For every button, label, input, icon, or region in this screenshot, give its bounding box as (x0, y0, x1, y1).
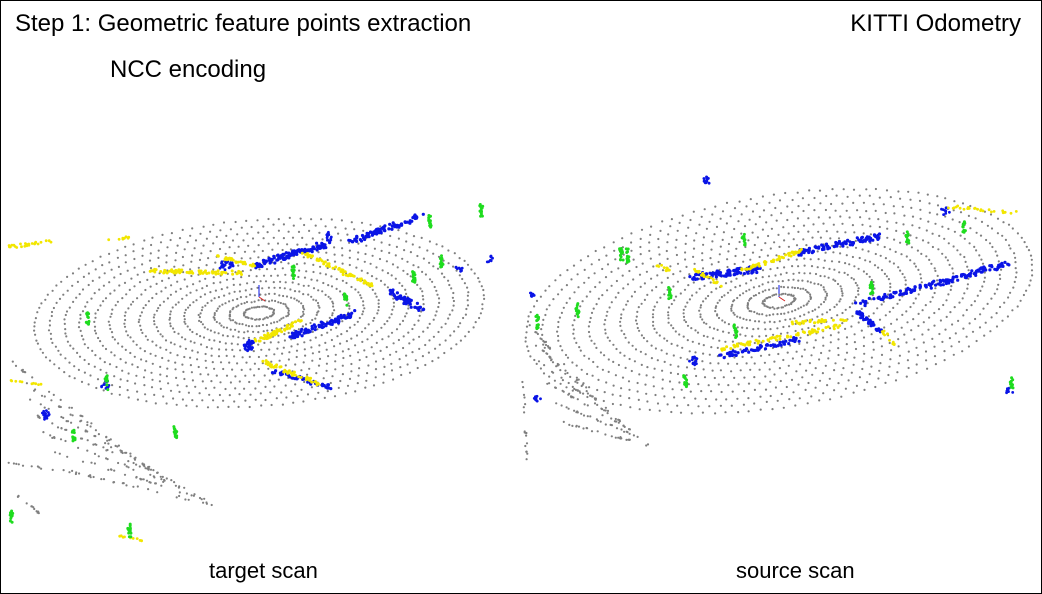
encoding-subtitle: NCC encoding (110, 56, 267, 83)
dataset-label: KITTI Odometry (850, 10, 1021, 37)
target-scan-label: target scan (209, 558, 318, 583)
figure-title: Step 1: Geometric feature points extract… (15, 10, 472, 37)
target-scan-point-cloud (7, 203, 786, 543)
source-scan-label: source scan (736, 558, 855, 583)
source-scan-point-cloud (521, 175, 1034, 461)
